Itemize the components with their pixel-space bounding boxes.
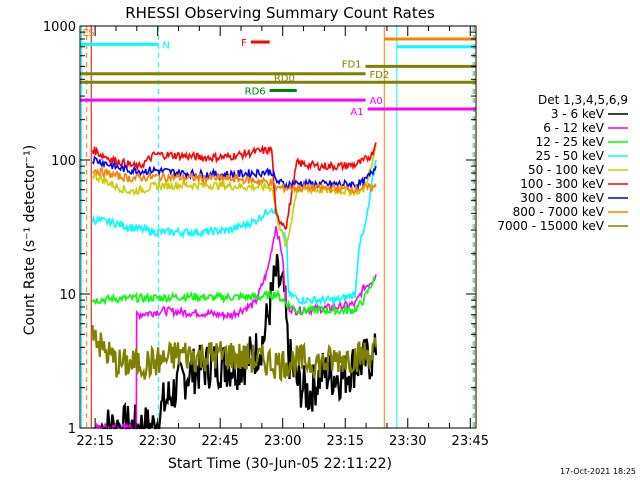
legend-label: 3 - 6 keV [551,107,605,121]
flag-label-a0: A0 [370,96,383,107]
series-line-3 [91,276,377,316]
x-tick-label: 22:30 [139,434,176,449]
flag-label-fd2: FD2 [370,70,390,81]
series-line-7 [91,155,377,191]
timestamp: 17-Oct-2021 18:25 [560,467,636,476]
legend-label: 300 - 800 keV [520,191,604,205]
x-tick-label: 23:15 [327,434,364,449]
x-tick-label: 22:15 [76,434,113,449]
flag-letter-s: S [88,28,94,39]
series-line-2 [92,226,377,431]
x-axis-label: Start Time (30-Jun-05 22:11:22) [168,456,392,472]
y-tick-label: 10 [59,288,76,303]
legend-label: 7000 - 15000 keV [497,219,604,233]
flag-label-n: N [162,40,169,51]
series-line-8 [92,167,377,194]
x-tick-label: 22:45 [201,434,238,449]
legend-title: Det 1,3,4,5,6,9 [538,93,628,107]
y-tick-label: 1 [68,422,76,437]
legend-label: 6 - 12 keV [543,121,605,135]
x-tick-label: 23:45 [452,434,489,449]
x-tick-label: 23:00 [264,434,301,449]
legend-label: 100 - 300 keV [520,177,604,191]
flag-label-a1: A1 [350,107,363,118]
plot-layer: F FD1 FD2 RD0 RD6 A0 A1 N E S [80,26,476,431]
legend-label: 25 - 50 keV [536,149,605,163]
series-line-4 [91,159,377,306]
x-tick-label: 23:30 [389,434,426,449]
flag-label-rd6: RD6 [245,87,266,98]
legend-label: 12 - 25 keV [536,135,605,149]
flag-label-fd1: FD1 [342,59,362,70]
series-line-9 [91,324,378,383]
legend-label: 50 - 100 keV [528,163,605,177]
flag-label-rd0: RD0 [274,73,295,84]
y-axis-label: Count Rate (s⁻¹ detector⁻¹) [22,145,38,335]
axis-layer: 1 10 100 1000 22:15 22:30 22:45 23:00 23:15 23:30… [43,20,489,449]
y-tick-label: 100 [51,154,76,169]
flag-letter-e: E [83,28,89,39]
y-tick-label: 1000 [43,20,76,35]
legend-label: 800 - 7000 keV [513,205,605,219]
chart-title: RHESSI Observing Summary Count Rates [125,4,435,22]
flag-label-f: F [241,38,247,49]
plot-frame [79,25,477,429]
series-line-6 [91,142,377,230]
